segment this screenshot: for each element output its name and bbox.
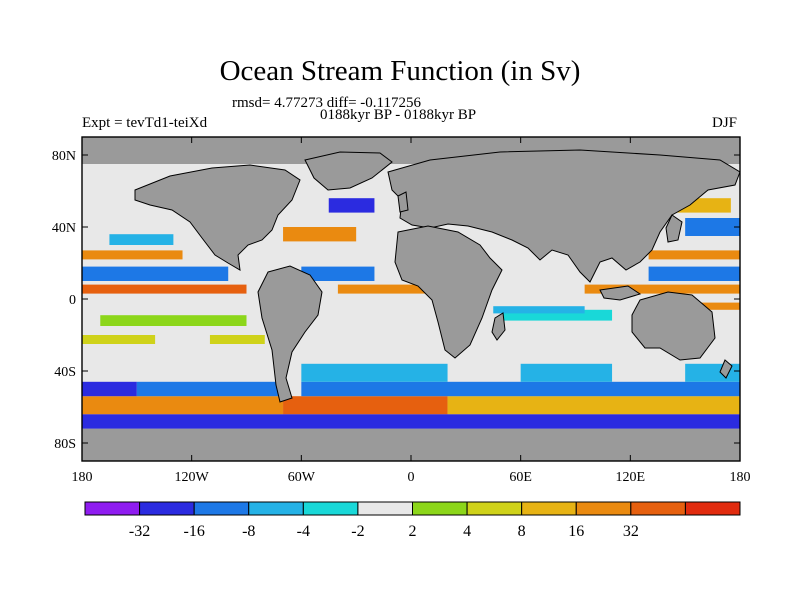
field-band xyxy=(493,306,585,314)
field-band xyxy=(328,198,375,213)
x-tick-label: 60E xyxy=(509,470,532,485)
season-label: DJF xyxy=(712,115,738,131)
y-tick-label: 0 xyxy=(69,293,76,308)
y-tick-label: 80S xyxy=(54,437,76,452)
x-tick-label: 60W xyxy=(288,470,316,485)
field-band xyxy=(283,227,357,242)
uk-land xyxy=(397,191,409,213)
colorbar-swatch xyxy=(521,501,577,516)
field-band xyxy=(337,284,448,294)
new-zealand-land xyxy=(719,359,733,379)
field-band xyxy=(520,363,613,382)
north-america-land xyxy=(134,164,301,271)
colorbar-swatch xyxy=(302,501,359,516)
rmsd-diff-text: rmsd= 4.77273 diff= -0.117256 xyxy=(232,95,421,111)
africa-land xyxy=(394,225,503,359)
x-tick-label: 0 xyxy=(408,470,415,485)
colorbar-swatch xyxy=(193,501,250,516)
y-tick-label: 40N xyxy=(52,221,76,236)
colorbar-swatch xyxy=(630,501,686,516)
south-america-land xyxy=(257,265,323,403)
colorbar-swatch xyxy=(248,501,304,516)
field-band xyxy=(82,414,740,429)
continents xyxy=(134,149,741,403)
colorbar-label: -8 xyxy=(242,523,255,540)
field-band xyxy=(82,284,247,294)
colorbar-label: -2 xyxy=(351,523,364,540)
latitude-axis: 80N 40N 0 40S 80S xyxy=(52,149,740,452)
japan-land xyxy=(665,214,683,243)
x-tick-label: 120W xyxy=(175,470,210,485)
colorbar-label: -32 xyxy=(129,523,150,540)
colorbar-swatch xyxy=(84,501,141,516)
field-band xyxy=(502,309,613,321)
colorbar-swatch xyxy=(684,501,741,516)
field-band xyxy=(100,315,247,326)
colorbar-swatch xyxy=(139,501,195,516)
field-band xyxy=(136,381,284,397)
y-tick-label: 40S xyxy=(54,365,76,380)
eurasia-land xyxy=(387,149,741,283)
field-band xyxy=(82,250,183,260)
australia-land xyxy=(631,291,716,361)
colorbar-label: 2 xyxy=(409,523,417,540)
field-band xyxy=(648,266,740,281)
madagascar-land xyxy=(491,312,506,341)
colorbar-label: 16 xyxy=(568,523,584,540)
field-band xyxy=(648,250,740,260)
longitude-axis: 180 120W 60W 0 60E 120E 180 xyxy=(72,137,751,485)
field-band xyxy=(82,335,156,344)
field-band xyxy=(685,218,740,236)
x-tick-label: 180 xyxy=(730,470,751,485)
field-band xyxy=(82,381,137,397)
colorbar-swatch xyxy=(575,501,632,516)
field-band xyxy=(301,363,448,382)
colorbar-swatch xyxy=(412,501,468,516)
greenland-land xyxy=(304,151,393,191)
colorbar-swatch xyxy=(357,501,413,516)
colorbar-swatch xyxy=(466,501,523,516)
field-band xyxy=(447,396,740,415)
colorbar: -32 -16 -8 -4 -2 2 4 8 16 32 xyxy=(84,501,741,540)
colorbar-label: 4 xyxy=(463,523,471,540)
colorbar-label: -4 xyxy=(297,523,310,540)
field-band xyxy=(301,381,740,397)
field-band xyxy=(584,284,740,294)
colorbar-label: 32 xyxy=(623,523,639,540)
colorbar-label: -16 xyxy=(184,523,205,540)
experiment-label: Expt = tevTd1-teiXd xyxy=(82,115,208,131)
x-tick-label: 180 xyxy=(72,470,93,485)
field-band xyxy=(283,396,448,415)
time-period-text: 0188kyr BP - 0188kyr BP xyxy=(320,107,477,123)
field-band xyxy=(109,234,174,245)
field-band xyxy=(82,396,284,415)
field-band xyxy=(82,266,229,281)
field-band xyxy=(209,335,265,344)
y-tick-label: 80N xyxy=(52,149,76,164)
field-band xyxy=(301,266,375,281)
x-tick-label: 120E xyxy=(616,470,646,485)
indonesia-land xyxy=(599,285,642,301)
map-title: Ocean Stream Function (in Sv) xyxy=(219,55,581,87)
colorbar-label: 8 xyxy=(518,523,526,540)
